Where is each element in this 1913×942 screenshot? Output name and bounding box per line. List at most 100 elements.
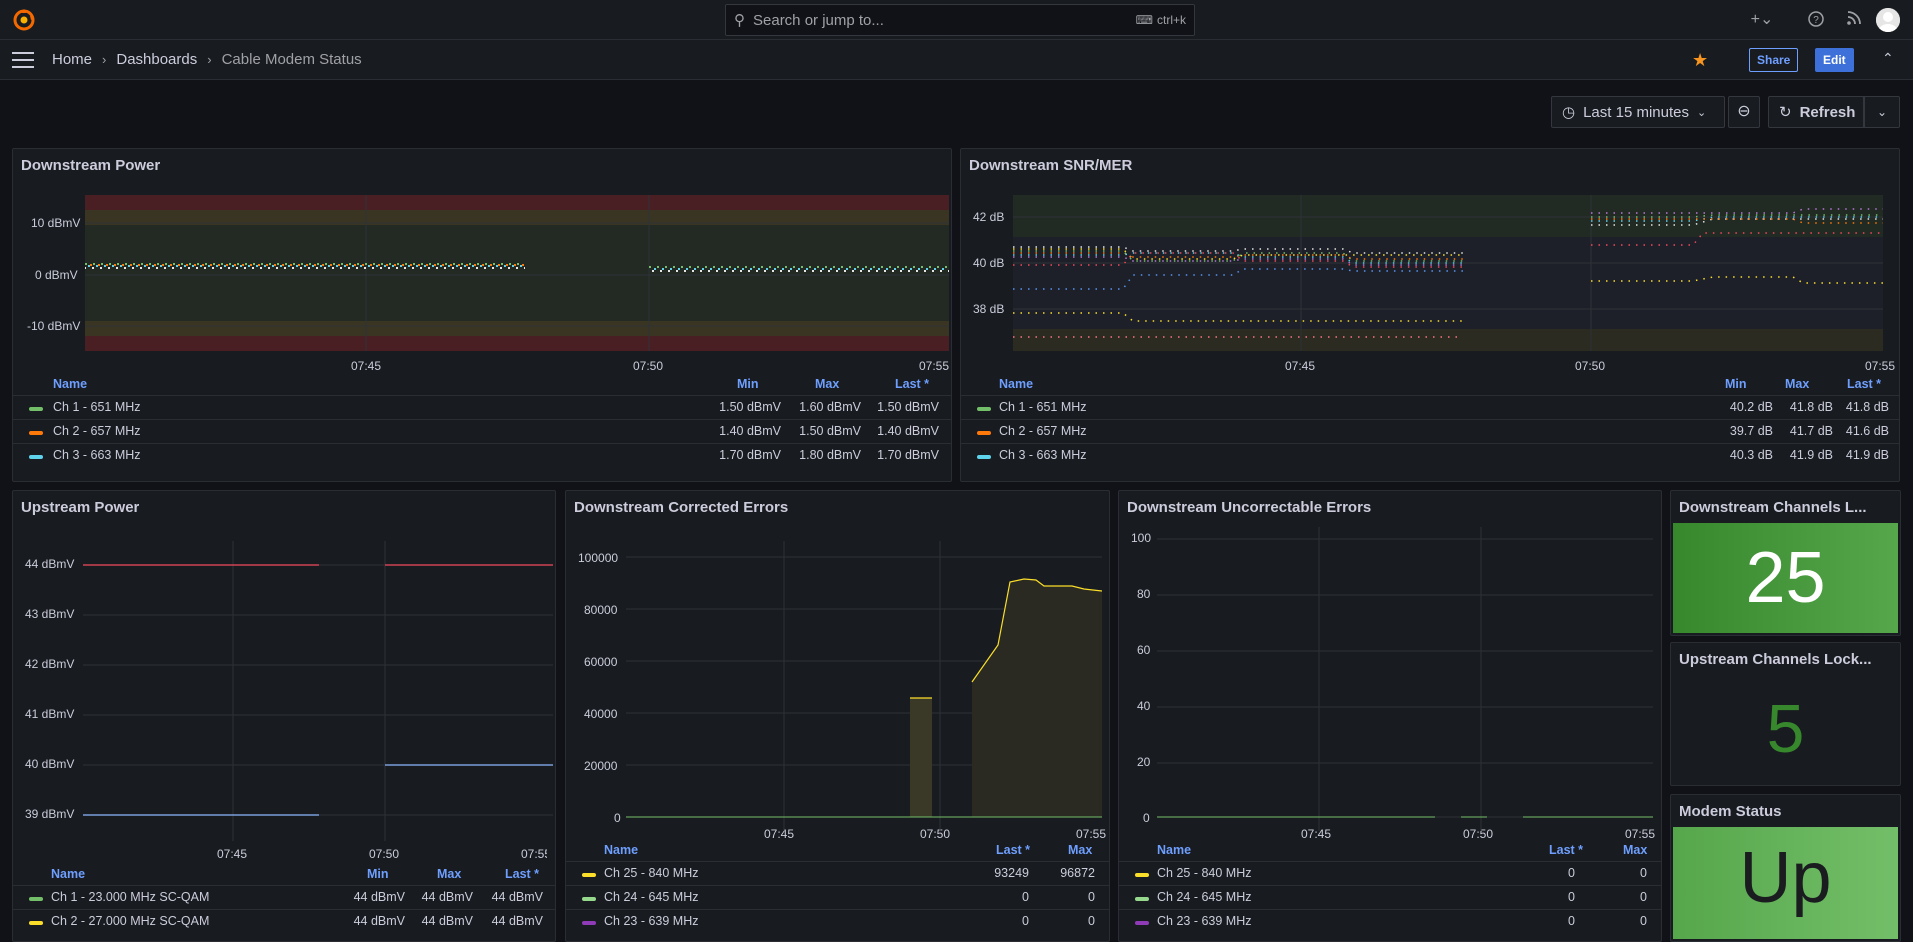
legend-header-last[interactable]: Last *: [895, 377, 930, 391]
legend-header-max[interactable]: Max: [1068, 843, 1093, 857]
menu-icon[interactable]: [12, 52, 34, 68]
panel-upstream-power: Upstream Power 44 dBmV 43 dBmV 42 dBmV 4…: [12, 490, 556, 942]
page-title: Cable Modem Status: [221, 51, 362, 68]
series-last: 93249: [994, 866, 1029, 880]
chevron-up-icon[interactable]: ⌃: [1882, 50, 1894, 66]
chevron-down-icon: ⌄: [1876, 105, 1888, 119]
y-tick-label: 41 dBmV: [25, 707, 75, 721]
breadcrumb-dashboards[interactable]: Dashboards: [116, 51, 198, 68]
series-name: Ch 2 - 657 MHz: [999, 424, 1087, 438]
panel-title: Upstream Power: [21, 499, 140, 516]
star-icon[interactable]: ★: [1692, 50, 1709, 70]
legend-row[interactable]: Ch 2 - 657 MHz 39.7 dB 41.7 dB 41.6 dB: [961, 419, 1899, 443]
legend-header-max[interactable]: Max: [1623, 843, 1648, 857]
series-last: 1.50 dBmV: [877, 400, 939, 414]
y-tick-label: 39 dBmV: [25, 807, 75, 821]
stat-value: 5: [1766, 691, 1805, 767]
keyboard-icon: ⌨: [1135, 13, 1153, 27]
series-color-swatch: [29, 407, 43, 411]
legend-row[interactable]: Ch 24 - 645 MHz 0 0: [1119, 885, 1661, 909]
refresh-label: Refresh: [1799, 103, 1856, 121]
edit-button[interactable]: Edit: [1815, 48, 1854, 72]
legend-row[interactable]: Ch 24 - 645 MHz 0 0: [566, 885, 1109, 909]
legend-row[interactable]: Ch 1 - 23.000 MHz SC-QAM 44 dBmV 44 dBmV…: [13, 885, 555, 909]
series-max: 41.9 dB: [1789, 448, 1833, 462]
grafana-logo-icon[interactable]: [12, 8, 36, 32]
series-last: 44 dBmV: [491, 890, 543, 904]
legend-table: Name Min Max Last * Ch 1 - 23.000 MHz SC…: [13, 867, 555, 941]
time-range-picker[interactable]: ◷ Last 15 minutes ⌄: [1551, 96, 1725, 128]
legend-header-name[interactable]: Name: [999, 377, 1034, 391]
legend-row[interactable]: Ch 2 - 657 MHz 1.40 dBmV 1.50 dBmV 1.40 …: [13, 419, 951, 443]
series-max: 96872: [1060, 866, 1095, 880]
uncorrectable-errors-graph[interactable]: [1157, 527, 1653, 831]
stat-value: Up: [1739, 838, 1832, 918]
legend-row[interactable]: Ch 3 - 663 MHz 1.70 dBmV 1.80 dBmV 1.70 …: [13, 443, 951, 467]
downstream-snr-graph[interactable]: [1013, 195, 1883, 351]
series-last: 1.70 dBmV: [877, 448, 939, 462]
x-tick-label: 07:55: [1865, 359, 1896, 373]
legend-header-max[interactable]: Max: [437, 867, 462, 881]
legend-header-last[interactable]: Last *: [996, 843, 1031, 857]
news-feed-icon[interactable]: [1844, 10, 1864, 30]
legend-header-last[interactable]: Last *: [505, 867, 540, 881]
x-tick-label: 07:50: [1575, 359, 1606, 373]
search-placeholder: Search or jump to...: [753, 11, 884, 29]
series-color-swatch: [29, 431, 43, 435]
legend-row[interactable]: Ch 3 - 663 MHz 40.3 dB 41.9 dB 41.9 dB: [961, 443, 1899, 467]
legend-header-max[interactable]: Max: [815, 377, 840, 391]
plus-icon[interactable]: +⌄: [1750, 11, 1774, 28]
series-lines: [626, 578, 1102, 818]
series-min: 39.7 dB: [1729, 424, 1773, 438]
series-color-swatch: [582, 897, 596, 901]
search-input[interactable]: ⚲ Search or jump to... ⌨ ctrl+k: [725, 4, 1195, 36]
zoom-out-icon[interactable]: ⊖: [1728, 96, 1760, 128]
legend-header-name[interactable]: Name: [1157, 843, 1192, 857]
legend-row[interactable]: Ch 25 - 840 MHz 93249 96872: [566, 861, 1109, 885]
legend-row[interactable]: Ch 1 - 651 MHz 1.50 dBmV 1.60 dBmV 1.50 …: [13, 395, 951, 419]
series-color-swatch: [977, 407, 991, 411]
refresh-button[interactable]: ↻ Refresh: [1768, 96, 1864, 128]
series-name: Ch 1 - 651 MHz: [53, 400, 141, 414]
legend-header-min[interactable]: Min: [737, 377, 759, 391]
stat-value-box: 25: [1673, 523, 1898, 633]
legend-row[interactable]: Ch 23 - 639 MHz 0 0: [566, 909, 1109, 933]
panel-title: Modem Status: [1679, 803, 1782, 820]
legend-row[interactable]: Ch 1 - 651 MHz 40.2 dB 41.8 dB 41.8 dB: [961, 395, 1899, 419]
series-min: 1.70 dBmV: [719, 448, 781, 462]
time-range-label: Last 15 minutes: [1583, 103, 1689, 121]
y-tick-label: 20: [1137, 755, 1151, 769]
series-last: 41.9 dB: [1845, 448, 1889, 462]
panel-title: Downstream Uncorrectable Errors: [1127, 499, 1372, 516]
refresh-interval-dropdown[interactable]: ⌄: [1864, 96, 1900, 128]
x-tick-label: 07:55: [1076, 827, 1106, 841]
upstream-power-graph[interactable]: [83, 541, 553, 841]
share-button[interactable]: Share: [1749, 48, 1799, 72]
legend-header-max[interactable]: Max: [1785, 377, 1810, 391]
legend-header-last[interactable]: Last *: [1549, 843, 1584, 857]
legend-header-min[interactable]: Min: [1725, 377, 1747, 391]
stat-value-box: Up: [1673, 827, 1898, 939]
legend-row[interactable]: Ch 23 - 639 MHz 0 0: [1119, 909, 1661, 933]
legend-header-name[interactable]: Name: [604, 843, 639, 857]
legend-header-last[interactable]: Last *: [1847, 377, 1882, 391]
x-tick-label: 07:55: [1625, 827, 1656, 841]
series-name: Ch 24 - 645 MHz: [1157, 890, 1252, 904]
y-tick-label: 40000: [584, 707, 618, 721]
legend-header-min[interactable]: Min: [367, 867, 389, 881]
help-icon[interactable]: ?: [1806, 10, 1826, 30]
series-min: 1.40 dBmV: [719, 424, 781, 438]
corrected-errors-graph[interactable]: [626, 541, 1102, 831]
series-name: Ch 2 - 27.000 MHz SC-QAM: [51, 914, 210, 928]
legend-row[interactable]: Ch 2 - 27.000 MHz SC-QAM 44 dBmV 44 dBmV…: [13, 909, 555, 933]
x-tick-label: 07:45: [1285, 359, 1316, 373]
legend-header-name[interactable]: Name: [53, 377, 88, 391]
legend-table: Name Last * Max Ch 25 - 840 MHz 0 0 Ch 2…: [1119, 843, 1661, 941]
legend-row[interactable]: Ch 25 - 840 MHz 0 0: [1119, 861, 1661, 885]
series-color-swatch: [29, 455, 43, 459]
legend-header-name[interactable]: Name: [51, 867, 86, 881]
user-avatar[interactable]: [1876, 8, 1900, 32]
downstream-power-graph[interactable]: [85, 195, 949, 351]
y-tick-label: 43 dBmV: [25, 607, 75, 621]
breadcrumb-home[interactable]: Home: [52, 51, 93, 68]
